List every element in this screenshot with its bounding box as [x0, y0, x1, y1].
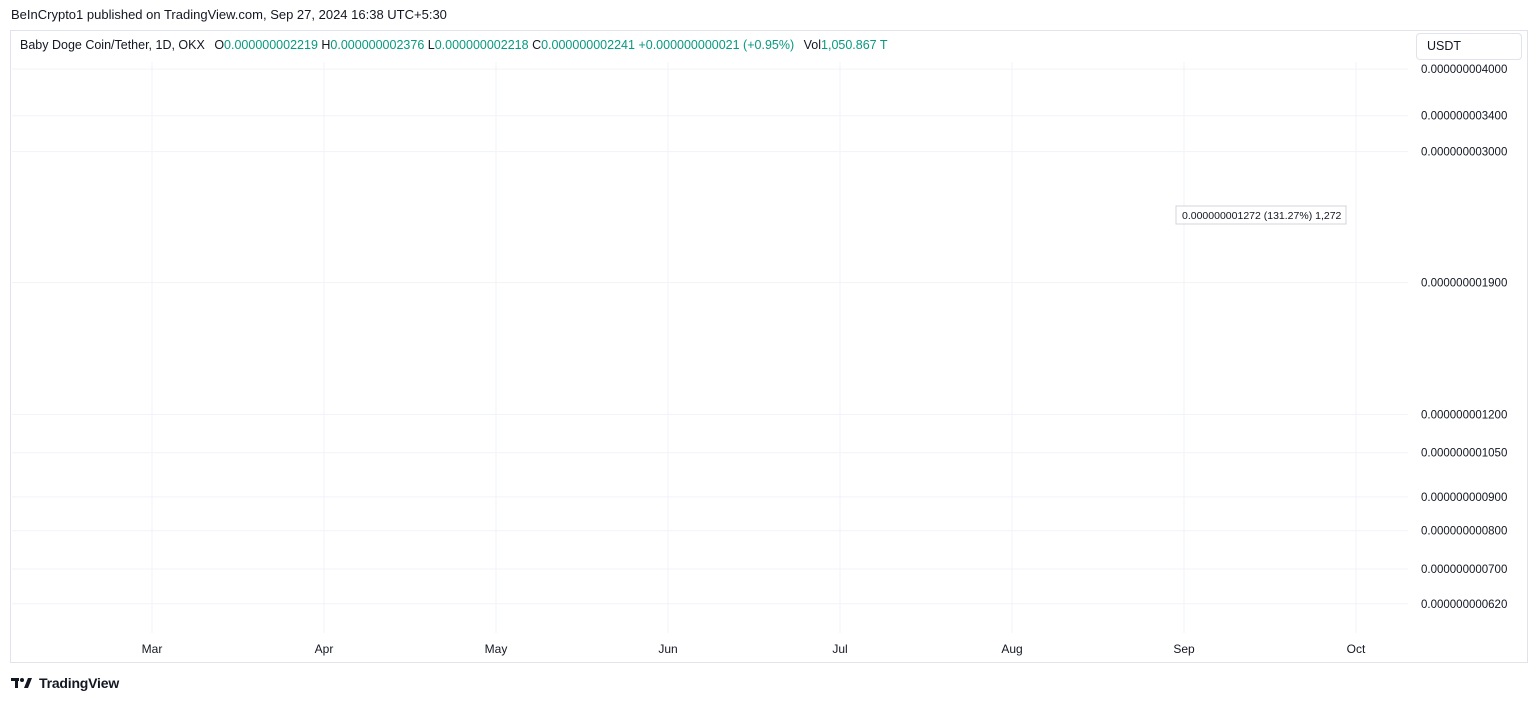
x-tick-label: May [485, 642, 508, 656]
volume-value: 1,050.867 T [821, 38, 888, 52]
y-tick-label: 0.000000003000 [1421, 147, 1507, 159]
change-value: +0.000000000021 (+0.95%) [638, 38, 795, 52]
x-tick-label: Apr [315, 642, 334, 656]
y-tick-label: 0.000000001900 [1421, 278, 1507, 290]
x-tick-label: Jun [658, 642, 677, 656]
publisher-credit: BeInCrypto1 published on TradingView.com… [11, 7, 447, 22]
y-tick-label: 0.000000000900 [1421, 492, 1507, 504]
tradingview-logo-icon [11, 678, 32, 688]
y-tick-label: 0.000000000620 [1421, 599, 1507, 611]
close-label: C [532, 38, 542, 52]
x-tick-label: Sep [1173, 642, 1195, 656]
measure-label-box [1175, 205, 1347, 225]
low-value: 0.000000002218 [434, 38, 529, 52]
high-label: H [321, 38, 331, 52]
y-tick-label: 0.000000001200 [1421, 409, 1507, 421]
chart-frame [10, 30, 1528, 663]
x-tick-label: Jul [832, 642, 847, 656]
high-value: 0.000000002376 [330, 38, 425, 52]
x-tick-label: Aug [1001, 642, 1022, 656]
y-tick-label: 0.000000004000 [1421, 64, 1507, 76]
tradingview-logo[interactable]: TradingView [11, 675, 119, 691]
y-tick-label: 0.000000003400 [1421, 111, 1507, 123]
volume-label: Vol [803, 38, 822, 52]
open-label: O [214, 38, 225, 52]
open-value: 0.000000002219 [224, 38, 318, 52]
y-tick-label: 0.000000000800 [1421, 526, 1507, 538]
currency-selector[interactable]: USDT [1416, 33, 1522, 60]
ohlc-legend: Baby Doge Coin/Tether, 1D, OKX O0.000000… [20, 38, 888, 52]
x-tick-label: Oct [1347, 642, 1366, 656]
symbol-label[interactable]: Baby Doge Coin/Tether, 1D, OKX [20, 38, 205, 52]
measure-label: 0.000000001272 (131.27%) 1,272 [1182, 210, 1342, 222]
low-label: L [427, 38, 435, 52]
y-tick-label: 0.000000000700 [1421, 564, 1507, 576]
tradingview-wordmark: TradingView [39, 675, 120, 691]
close-value: 0.000000002241 [541, 38, 635, 52]
x-tick-label: Mar [142, 642, 163, 656]
y-tick-label: 0.000000001050 [1421, 448, 1507, 460]
